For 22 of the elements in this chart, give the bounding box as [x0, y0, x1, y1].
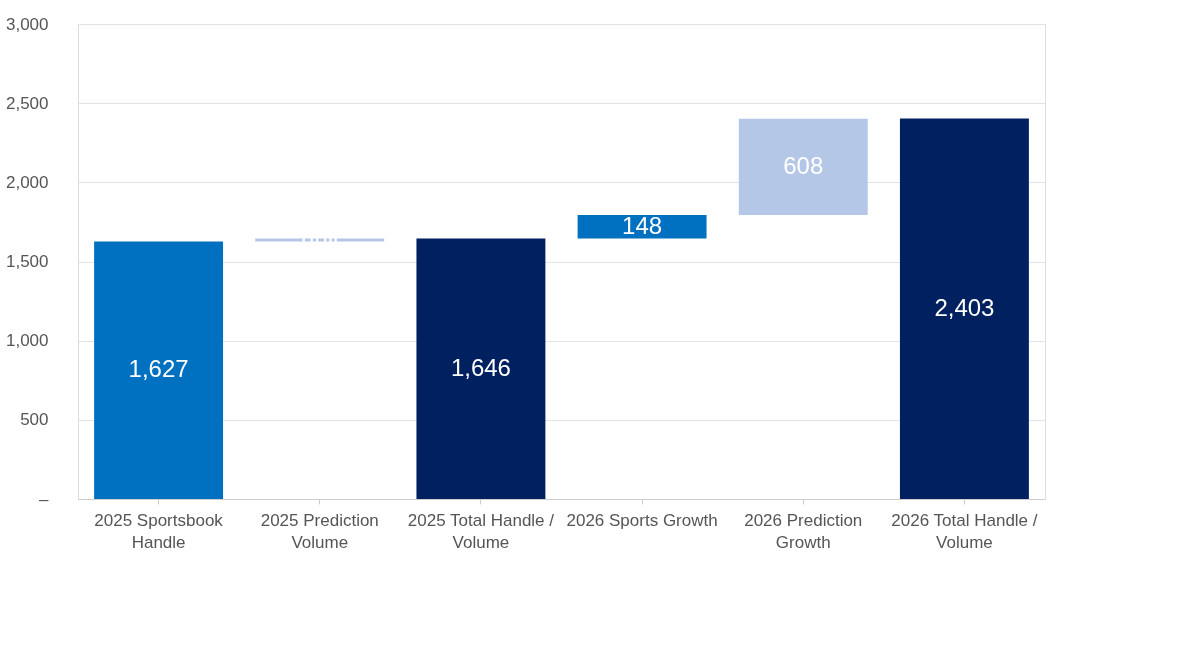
data-label: 1,627	[128, 355, 189, 383]
x-tick-label: 2025 Sportsbook Handle	[94, 510, 224, 552]
x-tick-label: 2025 Total Handle / Volume	[407, 510, 555, 552]
data-label: 148	[622, 211, 663, 239]
data-label: 608	[783, 151, 824, 179]
y-tick-label: 500	[20, 410, 49, 430]
bar	[738, 118, 868, 215]
bar	[899, 118, 1029, 499]
y-tick-label: 3,000	[5, 14, 49, 34]
bar	[94, 241, 224, 499]
data-label: 2,403	[934, 293, 995, 321]
x-tick-label: 2026 Prediction Growth	[744, 510, 863, 552]
data-label: 1,646	[450, 353, 511, 381]
y-tick-label: –	[39, 489, 50, 509]
y-tick-label: 2,000	[5, 172, 49, 192]
y-tick-label: 1,500	[5, 252, 49, 271]
y-tick-label: 1,000	[5, 331, 49, 351]
x-tick-label: 2026 Sports Growth	[566, 510, 718, 530]
x-tick-label: 2026 Total Handle / Volume	[891, 510, 1038, 552]
y-tick-label: 2,500	[5, 93, 49, 113]
x-tick-label: 2025 Prediction Volume	[260, 510, 379, 552]
bar	[416, 238, 546, 499]
